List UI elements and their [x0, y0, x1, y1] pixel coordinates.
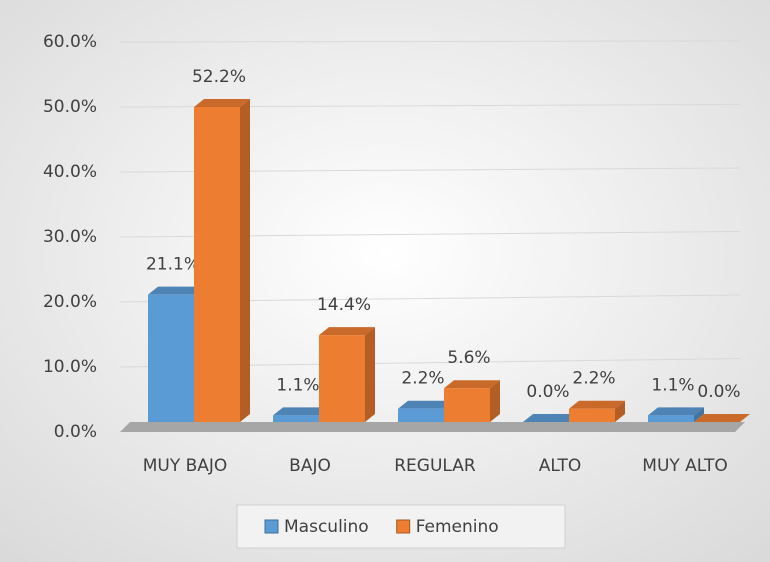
bar	[398, 408, 444, 422]
bar-top	[523, 414, 579, 422]
grid-line	[119, 40, 741, 43]
bar-side	[694, 407, 704, 422]
data-label: 5.6%	[447, 348, 490, 368]
y-tick-label: 50.0%	[43, 97, 97, 117]
data-label: 1.1%	[651, 375, 694, 395]
bar	[194, 107, 240, 422]
bar-top	[398, 400, 454, 409]
bar-side	[490, 380, 500, 422]
bar	[648, 415, 694, 422]
bar-top	[194, 99, 250, 107]
bar	[444, 388, 490, 422]
data-label: 14.4%	[317, 295, 371, 315]
data-label: 2.2%	[572, 369, 615, 389]
legend-label: Masculino	[284, 517, 369, 537]
bar-top	[148, 286, 204, 295]
x-tick-label: ALTO	[539, 456, 582, 476]
bar-top	[273, 407, 329, 416]
bar	[319, 335, 365, 422]
bar-top	[569, 400, 625, 409]
bar-top	[694, 414, 750, 422]
floor	[120, 422, 745, 432]
y-tick-label: 40.0%	[43, 162, 97, 182]
x-tick-label: MUY ALTO	[642, 456, 727, 476]
y-tick-label: 30.0%	[43, 227, 97, 247]
y-tick-label: 10.0%	[43, 357, 97, 377]
bar-side	[240, 99, 250, 422]
y-tick-label: 60.0%	[43, 32, 97, 52]
x-tick-label: REGULAR	[394, 456, 476, 476]
bar	[273, 415, 319, 422]
bar-top	[319, 327, 375, 336]
legend-swatch	[396, 519, 411, 534]
data-label: 21.1%	[146, 255, 200, 275]
y-tick-label: 20.0%	[43, 292, 97, 312]
x-tick-label: BAJO	[289, 456, 331, 476]
bar	[569, 408, 615, 422]
data-label: 0.0%	[526, 382, 569, 402]
y-tick-label: 0.0%	[54, 422, 97, 442]
data-label: 0.0%	[697, 382, 740, 402]
bar-top	[648, 407, 704, 416]
legend-swatch	[264, 519, 279, 534]
bar-top	[444, 380, 500, 389]
data-label: 52.2%	[192, 67, 246, 87]
data-label: 1.1%	[276, 375, 319, 395]
legend-label: Femenino	[416, 517, 499, 537]
bar	[148, 294, 194, 422]
bar-side	[615, 400, 625, 422]
x-tick-label: MUY BAJO	[143, 456, 228, 476]
bar-side	[365, 327, 375, 422]
data-label: 2.2%	[401, 369, 444, 389]
